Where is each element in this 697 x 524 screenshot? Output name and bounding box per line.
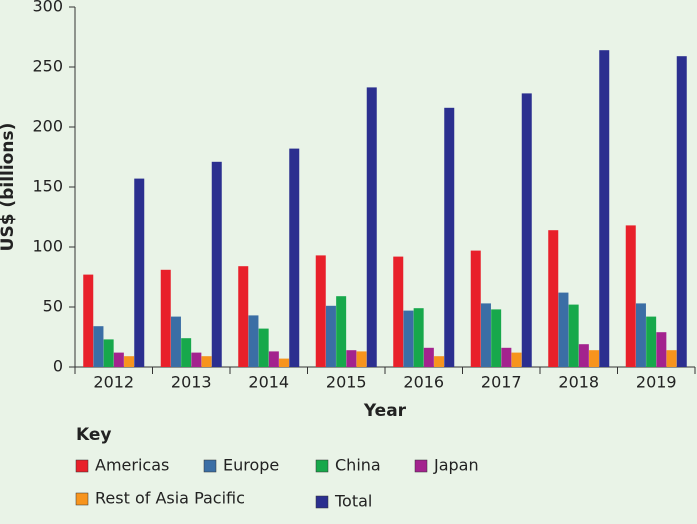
bar	[201, 356, 212, 367]
y-tick-label: 100	[32, 237, 63, 256]
legend-swatch	[414, 459, 428, 473]
legend-swatch	[315, 495, 329, 509]
legend-swatch	[203, 459, 217, 473]
bar	[666, 350, 677, 367]
bar	[423, 347, 434, 367]
legend-swatch	[315, 459, 329, 473]
bar	[676, 56, 687, 367]
bar	[491, 309, 502, 367]
bar	[434, 356, 445, 367]
bar	[578, 344, 589, 367]
bar	[113, 352, 124, 367]
bar	[346, 350, 357, 367]
x-tick-label: 2013	[171, 373, 212, 392]
bar	[93, 326, 104, 367]
bar	[170, 316, 181, 367]
bar	[511, 352, 522, 367]
bar	[336, 296, 347, 367]
x-tick-label: 2019	[636, 373, 677, 392]
bar	[501, 347, 512, 367]
bar	[191, 352, 202, 367]
bar	[444, 107, 455, 368]
bar	[160, 269, 171, 367]
bar	[238, 266, 249, 367]
bar	[315, 255, 326, 367]
y-tick-label: 250	[32, 57, 63, 76]
bar	[258, 328, 269, 367]
legend-swatch	[75, 492, 89, 506]
bar	[181, 338, 192, 367]
bar	[521, 93, 532, 368]
bar	[548, 230, 559, 367]
x-tick-label: 2017	[481, 373, 522, 392]
bar	[393, 256, 404, 367]
bar	[656, 332, 667, 367]
legend-label: Total	[334, 492, 372, 511]
y-tick-label: 0	[53, 357, 63, 376]
x-axis-label: Year	[363, 401, 407, 421]
bar	[83, 274, 94, 367]
bar	[103, 339, 114, 367]
bar	[558, 292, 569, 367]
bar	[599, 50, 610, 367]
bar	[134, 178, 145, 367]
x-tick-label: 2018	[558, 373, 599, 392]
legend-label: Europe	[223, 456, 279, 475]
bar	[366, 87, 377, 368]
y-axis-label: US$ (billions)	[0, 123, 18, 252]
legend-title: Key	[76, 425, 112, 445]
bar	[289, 148, 300, 367]
bar	[124, 356, 135, 367]
bar	[646, 316, 657, 367]
x-tick-label: 2012	[93, 373, 134, 392]
bar	[568, 304, 579, 367]
x-tick-label: 2014	[248, 373, 289, 392]
bar	[635, 303, 646, 367]
bar	[211, 161, 222, 367]
x-tick-label: 2015	[326, 373, 367, 392]
bar	[403, 310, 414, 367]
bar	[268, 351, 279, 367]
bar	[625, 225, 636, 367]
legend-label: Americas	[95, 456, 169, 475]
bar	[480, 303, 491, 367]
bar	[248, 315, 259, 367]
y-tick-label: 200	[32, 117, 63, 136]
bar	[470, 250, 481, 367]
bar	[356, 351, 367, 367]
legend-label: Rest of Asia Pacific	[95, 489, 245, 508]
y-tick-label: 300	[32, 0, 63, 16]
bar	[325, 305, 336, 367]
y-tick-label: 50	[43, 297, 63, 316]
bar	[413, 308, 424, 367]
bar	[589, 350, 600, 367]
legend-label: Japan	[433, 456, 479, 475]
legend-label: China	[335, 456, 381, 475]
y-tick-label: 150	[32, 177, 63, 196]
x-tick-label: 2016	[403, 373, 444, 392]
legend-swatch	[75, 459, 89, 473]
bar	[279, 358, 290, 367]
